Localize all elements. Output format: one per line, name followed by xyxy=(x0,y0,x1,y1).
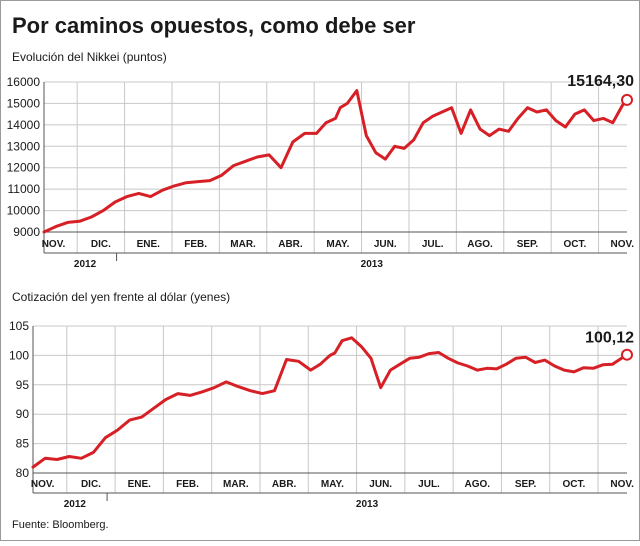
x-tick-label: JUL. xyxy=(422,239,444,250)
x-tick-label: ABR. xyxy=(278,239,303,250)
y-tick-label: 11000 xyxy=(8,182,41,196)
x-tick-label: ENE. xyxy=(128,479,152,490)
y-tick-label: 95 xyxy=(16,378,30,392)
chart-subtitle: Cotización del yen frente al dólar (yene… xyxy=(12,290,230,304)
chart-subtitle: Evolución del Nikkei (puntos) xyxy=(12,50,167,64)
x-tick-label: ENE. xyxy=(137,239,161,250)
x-tick-label: SEP. xyxy=(517,239,539,250)
y-tick-label: 10000 xyxy=(7,204,41,218)
x-tick-label: AGO. xyxy=(465,479,491,490)
x-tick-label: ABR. xyxy=(272,479,297,490)
x-tick-label: OCT. xyxy=(563,239,586,250)
x-tick-label: MAY. xyxy=(326,239,349,250)
year-label: 2013 xyxy=(356,499,379,510)
x-tick-label: JUN. xyxy=(374,239,397,250)
year-label: 2012 xyxy=(64,499,87,510)
x-tick-label: NOV. xyxy=(31,479,55,490)
y-tick-label: 80 xyxy=(16,466,30,480)
source-note: Fuente: Bloomberg. xyxy=(12,519,109,531)
x-tick-label: JUL. xyxy=(418,479,440,490)
x-tick-label: SEP. xyxy=(515,479,537,490)
y-tick-label: 9000 xyxy=(13,225,40,239)
y-tick-label: 105 xyxy=(9,319,29,333)
y-tick-label: 15000 xyxy=(7,96,41,110)
x-tick-label: MAR. xyxy=(223,479,249,490)
y-tick-label: 14000 xyxy=(7,118,41,132)
x-tick-label: DIC. xyxy=(81,479,101,490)
x-tick-label: DIC. xyxy=(91,239,111,250)
x-tick-label: FEB. xyxy=(176,479,199,490)
y-tick-label: 16000 xyxy=(7,75,41,89)
end-value-label: 15164,30 xyxy=(567,73,634,90)
y-tick-label: 100 xyxy=(9,348,29,362)
x-tick-label: MAR. xyxy=(230,239,256,250)
x-tick-label: MAY. xyxy=(321,479,344,490)
nikkei-chart: Evolución del Nikkei (puntos) 9000 10000 11… xyxy=(7,50,635,270)
x-tick-label: JUN. xyxy=(369,479,392,490)
end-value-label: 100,12 xyxy=(585,330,634,347)
x-tick-label: FEB. xyxy=(184,239,207,250)
x-tick-label: NOV. xyxy=(42,239,66,250)
series-line xyxy=(42,89,629,234)
x-tick-label: AGO. xyxy=(467,239,493,250)
end-point-marker xyxy=(621,348,633,361)
end-point-marker xyxy=(621,93,633,106)
y-tick-label: 12000 xyxy=(7,161,41,175)
x-tick-label: OCT. xyxy=(562,479,585,490)
page-title: Por caminos opuestos, como debe ser xyxy=(12,13,416,38)
year-label: 2012 xyxy=(74,259,97,270)
y-tick-label: 85 xyxy=(16,437,30,451)
series-line xyxy=(31,336,629,469)
x-tick-label: NOV. xyxy=(610,479,634,490)
y-tick-label: 90 xyxy=(16,407,30,421)
y-tick-label: 13000 xyxy=(7,139,41,153)
year-label: 2013 xyxy=(361,259,384,270)
x-tick-label: NOV. xyxy=(610,239,634,250)
yen-chart: Cotización del yen frente al dólar (yene… xyxy=(9,290,634,510)
